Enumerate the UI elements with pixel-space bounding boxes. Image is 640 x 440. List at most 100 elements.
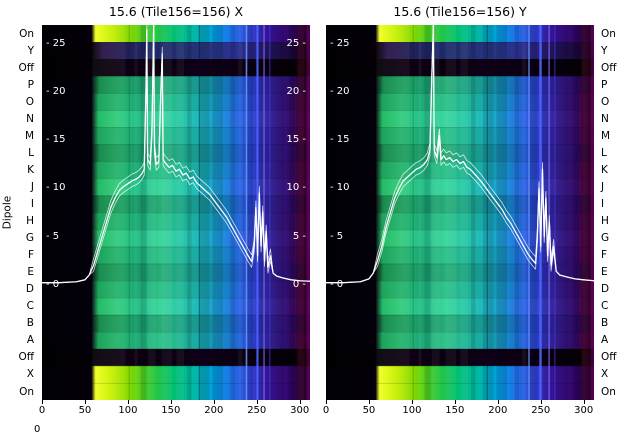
corner-tick-label: 0 xyxy=(34,424,41,435)
x-tick-label: 150 xyxy=(445,405,465,416)
x-tick-label: 50 xyxy=(362,405,376,416)
x-tick-label: 100 xyxy=(118,405,138,416)
dipole-row-label: G xyxy=(25,232,34,245)
dipole-row-label: On xyxy=(601,27,616,40)
dipole-row-label: Y xyxy=(601,44,608,57)
dipole-row-label: I xyxy=(30,197,34,210)
x-tick-mark xyxy=(84,400,86,404)
dipole-row-label: H xyxy=(26,215,34,228)
dipole-row-label: D xyxy=(25,283,34,296)
dipole-row-label: Off xyxy=(18,351,35,364)
x-tick-mark xyxy=(213,400,215,404)
dipole-row-label: C xyxy=(26,300,34,313)
x-tick-mark xyxy=(170,400,172,404)
value-tick-label: - 25 xyxy=(46,38,66,50)
value-tick-label: - 10 xyxy=(46,182,66,194)
dipole-row-label: F xyxy=(601,249,608,262)
plot-title-y: 15.6 (Tile156=156) Y xyxy=(393,4,527,19)
row-labels-left: On Y Off P O N M L K J I H G F E D C B A Off X On xyxy=(0,25,37,400)
x-tick-mark xyxy=(326,400,327,404)
x-tick-label: 0 xyxy=(38,405,46,416)
heatmap-plot-y: - 25 - 20 - 15 - 10 - 5 - 0 xyxy=(326,25,594,400)
dipole-row-label: K xyxy=(27,163,34,176)
x-tick-mark xyxy=(127,400,129,404)
dipole-row-label: Off xyxy=(601,351,617,364)
dipole-row-label: I xyxy=(601,197,605,210)
dipole-row-label: E xyxy=(27,266,34,279)
x-axis-ticks-x: 0 50 100 150 200 250 300 xyxy=(39,400,310,422)
value-tick-label-right: 20 - xyxy=(286,86,306,98)
value-tick-label-right: 5 - xyxy=(292,230,306,242)
dipole-row-label: B xyxy=(26,317,34,330)
dipole-row-label: P xyxy=(27,78,34,91)
dipole-row-label: L xyxy=(28,146,34,159)
x-tick-mark xyxy=(42,400,43,404)
x-tick-mark xyxy=(583,400,585,404)
heatmap-canvas-y xyxy=(326,25,594,400)
value-tick-label-right: 10 - xyxy=(286,182,306,194)
row-labels-right: On Y Off P O N M L K J I H G F E D C B A Off X On xyxy=(598,25,638,400)
dipole-row-label: M xyxy=(601,129,611,142)
value-tick-label: - 20 xyxy=(330,86,350,98)
dipole-row-label: H xyxy=(601,215,609,228)
dipole-row-label: K xyxy=(601,163,608,176)
dipole-row-label: B xyxy=(601,317,609,330)
dipole-row-label: On xyxy=(19,385,34,398)
value-tick-label: - 5 xyxy=(46,230,60,242)
dipole-row-label: O xyxy=(25,95,34,108)
dipole-row-label: G xyxy=(601,232,610,245)
value-tick-label: - 20 xyxy=(46,86,66,98)
dipole-row-label: A xyxy=(601,334,609,347)
dipole-row-label: D xyxy=(601,283,610,296)
dipole-row-label: C xyxy=(601,300,609,313)
value-tick-label: - 0 xyxy=(330,278,344,290)
dipole-row-label: O xyxy=(601,95,610,108)
x-tick-label: 0 xyxy=(322,405,330,416)
x-tick-label: 200 xyxy=(204,405,224,416)
value-tick-label: - 0 xyxy=(46,278,60,290)
dipole-row-label: F xyxy=(27,249,34,262)
dipole-row-label: On xyxy=(19,27,34,40)
x-tick-label: 150 xyxy=(161,405,181,416)
heatmap-canvas-x xyxy=(42,25,310,400)
value-tick-label: - 5 xyxy=(330,230,344,242)
dipole-row-label: N xyxy=(26,112,34,125)
dipole-row-label: A xyxy=(26,334,34,347)
x-tick-label: 250 xyxy=(247,405,267,416)
x-tick-label: 200 xyxy=(488,405,508,416)
x-tick-mark xyxy=(256,400,258,404)
dipole-row-label: X xyxy=(26,368,34,381)
dipole-row-label: N xyxy=(601,112,609,125)
dipole-row-label: L xyxy=(601,146,607,159)
value-tick-label-right: 25 - xyxy=(286,38,306,50)
dipole-row-label: E xyxy=(601,266,608,279)
dipole-row-label: J xyxy=(30,180,34,193)
dipole-row-label: On xyxy=(601,385,616,398)
dipole-row-label: Off xyxy=(601,61,617,74)
value-tick-label-right: 15 - xyxy=(286,134,306,146)
value-tick-label: - 25 xyxy=(330,38,350,50)
x-tick-mark xyxy=(368,400,370,404)
dipole-row-label: P xyxy=(601,78,608,91)
dipole-row-label: M xyxy=(24,129,34,142)
dipole-row-label: J xyxy=(601,180,605,193)
value-tick-label: - 15 xyxy=(46,134,66,146)
x-tick-mark xyxy=(299,400,301,404)
heatmap-plot-x: - 25 25 - - 20 20 - - 15 15 - - 10 10 - - 5 5 - - … xyxy=(42,25,310,400)
x-axis-ticks-y: 0 50 100 150 200 250 300 xyxy=(323,400,594,422)
x-tick-label: 300 xyxy=(574,405,594,416)
dipole-row-label: Y xyxy=(27,44,34,57)
dipole-row-label: Off xyxy=(18,61,35,74)
x-tick-mark xyxy=(454,400,456,404)
x-tick-label: 100 xyxy=(402,405,422,416)
x-tick-label: 50 xyxy=(78,405,92,416)
value-tick-label: - 10 xyxy=(330,182,350,194)
x-tick-label: 250 xyxy=(531,405,551,416)
x-tick-label: 300 xyxy=(290,405,310,416)
x-tick-mark xyxy=(497,400,499,404)
value-tick-label-right: 0 - xyxy=(292,278,306,290)
plot-title-x: 15.6 (Tile156=156) X xyxy=(108,4,244,19)
x-tick-mark xyxy=(540,400,542,404)
value-tick-label: - 15 xyxy=(330,134,350,146)
